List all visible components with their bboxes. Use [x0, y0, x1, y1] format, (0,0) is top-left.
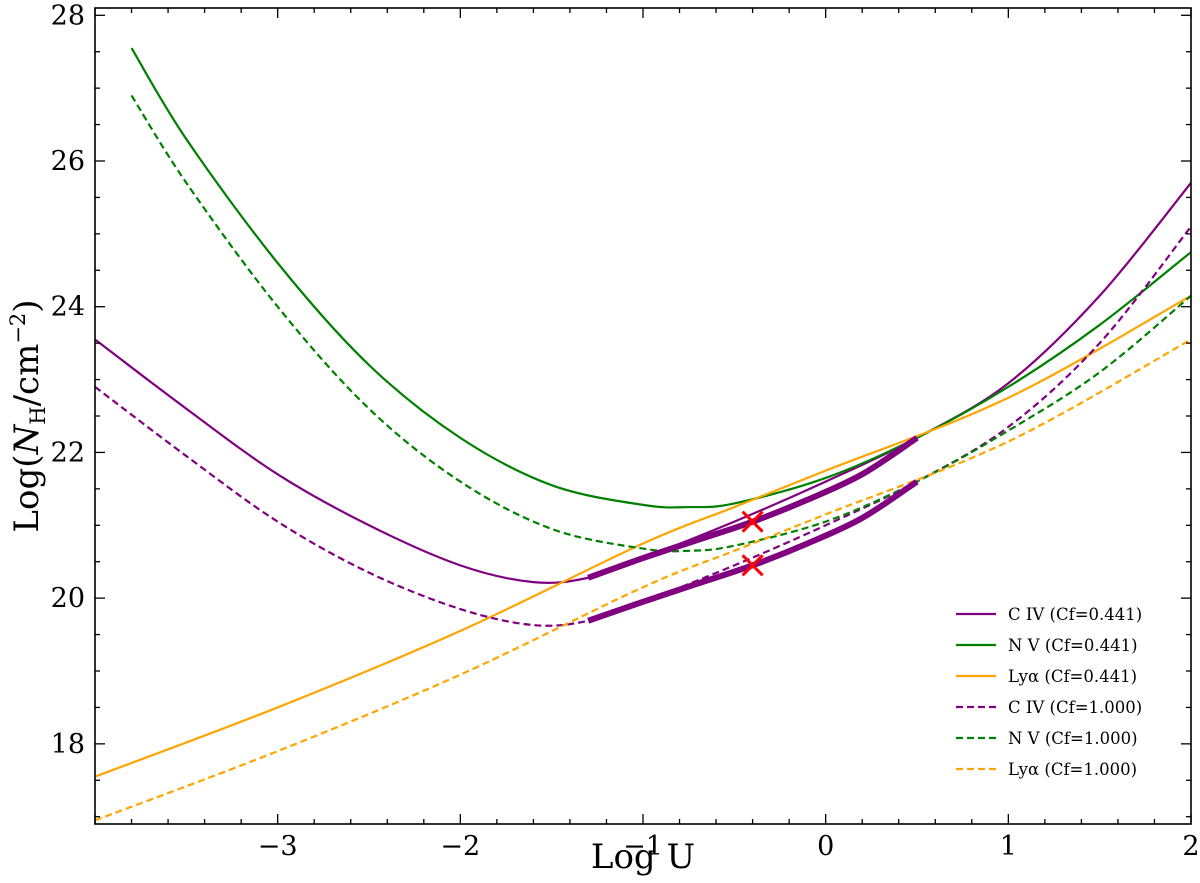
series-line-ly-cf-1-000: [95, 338, 1191, 822]
plot-frame: [94, 7, 1192, 825]
legend-entry: Lyα (Cf=0.441): [956, 667, 1137, 686]
legend-entry: Lyα (Cf=1.000): [956, 760, 1137, 779]
legend-label-civ-cf1000: C IV (Cf=1.000): [1008, 698, 1142, 717]
legend-label-lya-cf1000: Lyα (Cf=1.000): [1008, 760, 1137, 779]
legend-entry: N V (Cf=0.441): [956, 636, 1138, 655]
x-tick-label: 1: [1000, 831, 1017, 862]
y-axis-label: Log(NH/cm−2): [6, 299, 50, 532]
legend-entry: C IV (Cf=0.441): [956, 605, 1142, 624]
x-tick-label: −2: [440, 831, 480, 862]
series-line-c-iv-cf-0-441: [95, 182, 1191, 584]
x-tick-label: −3: [258, 831, 298, 862]
x-marker-1: [741, 510, 764, 533]
x-axis-label: Log U: [591, 837, 695, 877]
legend-entry: C IV (Cf=1.000): [956, 698, 1142, 717]
legend-label-lya-cf0441: Lyα (Cf=0.441): [1008, 667, 1137, 686]
x-tick-label: 2: [1182, 831, 1199, 862]
tick-labels: −3 −2 −1 0 1 2 18 20 22 24 26 28: [51, 0, 1200, 862]
highlight-segments: [587, 435, 919, 624]
x-tick-label: 0: [817, 831, 834, 862]
y-tick-label: 26: [51, 146, 85, 177]
legend: C IV (Cf=0.441) N V (Cf=0.441) Lyα (Cf=0…: [956, 605, 1142, 779]
markers: [741, 510, 764, 577]
legend-label-nv-cf1000: N V (Cf=1.000): [1008, 729, 1138, 748]
highlight-segment-1: [587, 435, 919, 581]
x-marker-2: [741, 554, 764, 577]
y-tick-label: 20: [51, 583, 85, 614]
y-tick-label: 28: [51, 0, 85, 31]
series-line-ly-cf-0-441: [95, 294, 1191, 778]
y-tick-label: 18: [51, 729, 85, 760]
series-line-c-iv-cf-1-000: [95, 225, 1191, 627]
series-line-n-v-cf-0-441: [130, 47, 1191, 509]
highlight-segment-2: [587, 479, 919, 624]
x-tick-label: −1: [623, 831, 663, 862]
legend-entry: N V (Cf=1.000): [956, 729, 1138, 748]
y-tick-label: 22: [51, 437, 85, 468]
series-line-n-v-cf-1-000: [130, 94, 1191, 553]
legend-label-civ-cf0441: C IV (Cf=0.441): [1008, 605, 1142, 624]
y-tick-label: 24: [51, 292, 85, 323]
axis-ticks: [94, 8, 1192, 824]
legend-label-nv-cf0441: N V (Cf=0.441): [1008, 636, 1138, 655]
